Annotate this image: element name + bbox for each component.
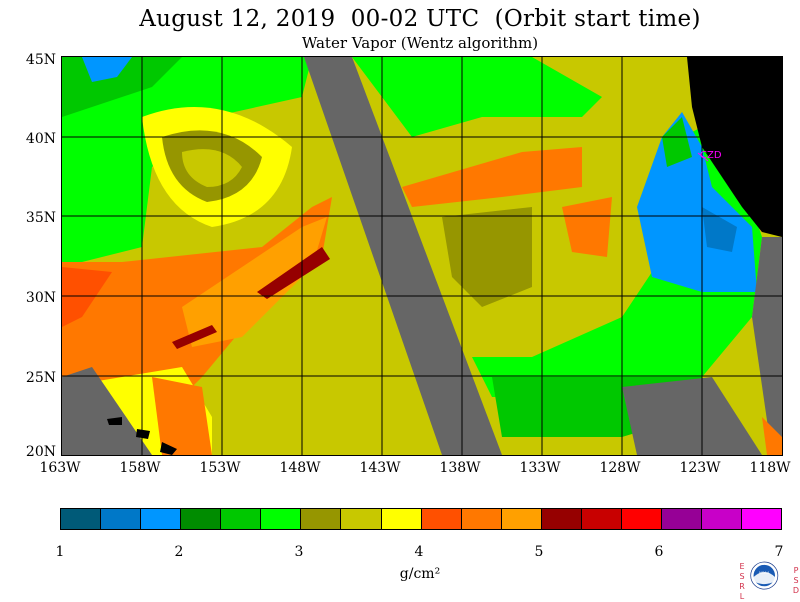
lon-label-163w: 163W bbox=[39, 460, 81, 476]
station-tick bbox=[697, 152, 709, 162]
land-hawaii-3 bbox=[160, 442, 177, 455]
logo-bird bbox=[753, 572, 775, 585]
region-green-coastal bbox=[662, 117, 692, 167]
psd-letters: P S D bbox=[792, 566, 800, 596]
lat-label-25n: 25N bbox=[25, 370, 56, 386]
colorbar-cell bbox=[341, 509, 382, 529]
lon-label-143w: 143W bbox=[359, 460, 401, 476]
colorbar bbox=[60, 508, 782, 530]
noaa-logo: NOAA bbox=[750, 561, 779, 590]
water-vapor-map: CZD bbox=[61, 56, 783, 456]
colorbar-cell bbox=[742, 509, 782, 529]
colorbar-cell bbox=[301, 509, 342, 529]
colorbar-cell bbox=[141, 509, 182, 529]
map-subtitle: Water Vapor (Wentz algorithm) bbox=[301, 34, 539, 52]
colorbar-tick-5: 5 bbox=[534, 544, 544, 560]
region-olive-central bbox=[352, 57, 702, 357]
logo-letter: E bbox=[739, 562, 745, 571]
region-orange-se-corner bbox=[762, 417, 782, 455]
colorbar-cell bbox=[621, 509, 662, 529]
land-hawaii-2 bbox=[136, 429, 150, 439]
colorbar-cell bbox=[221, 509, 262, 529]
region-maxima-small bbox=[172, 325, 217, 349]
colorbar-cell bbox=[381, 509, 422, 529]
nodata-gap-4 bbox=[752, 237, 782, 455]
region-orange-east bbox=[562, 197, 612, 257]
region-orange-west bbox=[62, 267, 112, 327]
region-deep-blue bbox=[702, 207, 737, 252]
region-amber-band bbox=[182, 217, 327, 347]
lon-label-138w: 138W bbox=[439, 460, 481, 476]
station-marker: CZD bbox=[697, 150, 722, 162]
region-olive-east bbox=[442, 207, 532, 307]
lon-label-153w: 153W bbox=[199, 460, 241, 476]
colorbar-tick-4: 4 bbox=[414, 544, 424, 560]
logo-letter: L bbox=[739, 592, 745, 601]
colorbar-cell bbox=[541, 509, 582, 529]
colorbar-tick-3: 3 bbox=[294, 544, 304, 560]
logo-letter: P bbox=[793, 566, 799, 575]
lat-label-35n: 35N bbox=[25, 210, 56, 226]
region-blue-nw bbox=[82, 57, 132, 82]
colorbar-cell bbox=[101, 509, 142, 529]
lat-label-40n: 40N bbox=[25, 131, 56, 147]
land-hawaii-1 bbox=[107, 417, 122, 425]
logo-letter: R bbox=[739, 582, 745, 591]
colorbar-cell bbox=[702, 509, 743, 529]
logo-text: NOAA bbox=[759, 571, 770, 575]
region-green-nw bbox=[62, 57, 312, 267]
region-green-north bbox=[352, 57, 602, 137]
lon-label-158w: 158W bbox=[119, 460, 161, 476]
region-maxima bbox=[257, 247, 330, 299]
colorbar-cell bbox=[61, 509, 102, 529]
colorbar-cell bbox=[501, 509, 542, 529]
lon-label-148w: 148W bbox=[279, 460, 321, 476]
gridlines bbox=[62, 57, 782, 455]
lat-label-30n: 30N bbox=[25, 290, 56, 306]
colorbar-tick-7: 7 bbox=[774, 544, 784, 560]
lon-label-118w: 118W bbox=[749, 460, 791, 476]
colorbar-cell bbox=[661, 509, 702, 529]
colorbar-unit-label: g/cm² bbox=[399, 566, 441, 582]
colorbar-cell bbox=[181, 509, 222, 529]
region-orange-sw bbox=[152, 377, 212, 455]
station-label: CZD bbox=[700, 150, 722, 161]
region-orange-central bbox=[402, 147, 582, 207]
map-title: August 12, 2019 00-02 UTC (Orbit start t… bbox=[139, 6, 701, 32]
colorbar-tick-2: 2 bbox=[174, 544, 184, 560]
logo-letter: S bbox=[739, 572, 745, 581]
nodata-gap-3 bbox=[622, 377, 762, 455]
lat-label-20n: 20N bbox=[25, 444, 56, 460]
lon-label-128w: 128W bbox=[599, 460, 641, 476]
colorbar-cell bbox=[421, 509, 462, 529]
map-svg: CZD bbox=[62, 57, 782, 455]
region-inner-core bbox=[182, 149, 242, 187]
colorbar-cell bbox=[261, 509, 302, 529]
logo-letter: S bbox=[793, 576, 799, 585]
logo-letter: D bbox=[792, 586, 800, 595]
nodata-gap-1 bbox=[304, 57, 502, 455]
colorbar-tick-1: 1 bbox=[55, 544, 65, 560]
colorbar-cell bbox=[461, 509, 502, 529]
lat-label-45n: 45N bbox=[25, 52, 56, 68]
esrl-letters: E S R L bbox=[738, 562, 746, 602]
colorbar-tick-6: 6 bbox=[654, 544, 664, 560]
colorbar-cell bbox=[581, 509, 622, 529]
nodata-gap-2 bbox=[62, 367, 152, 455]
land-north-america bbox=[687, 57, 782, 237]
lon-label-133w: 133W bbox=[519, 460, 561, 476]
lon-label-123w: 123W bbox=[679, 460, 721, 476]
